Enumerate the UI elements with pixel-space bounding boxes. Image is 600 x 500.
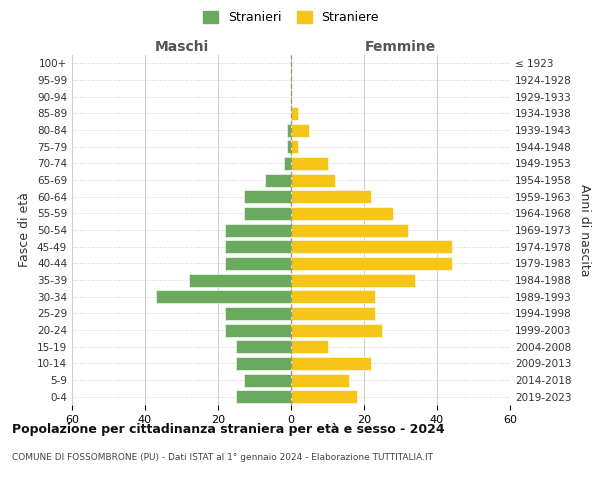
Bar bbox=[291, 174, 335, 186]
Bar bbox=[226, 324, 291, 336]
Bar bbox=[291, 224, 408, 236]
Bar bbox=[226, 240, 291, 253]
Bar bbox=[291, 107, 298, 120]
Bar bbox=[236, 357, 291, 370]
Bar bbox=[291, 340, 328, 353]
Bar bbox=[291, 190, 371, 203]
Bar bbox=[291, 307, 375, 320]
Bar bbox=[236, 340, 291, 353]
Bar bbox=[244, 207, 291, 220]
Bar bbox=[284, 157, 291, 170]
Legend: Stranieri, Straniere: Stranieri, Straniere bbox=[198, 6, 384, 29]
Bar bbox=[291, 357, 371, 370]
Bar bbox=[291, 257, 452, 270]
Bar bbox=[291, 240, 452, 253]
Bar bbox=[291, 290, 375, 303]
Bar bbox=[291, 390, 356, 403]
Bar bbox=[265, 174, 291, 186]
Bar bbox=[287, 140, 291, 153]
Text: Popolazione per cittadinanza straniera per età e sesso - 2024: Popolazione per cittadinanza straniera p… bbox=[12, 422, 445, 436]
Bar bbox=[291, 274, 415, 286]
Bar bbox=[291, 140, 298, 153]
Bar bbox=[291, 157, 328, 170]
Bar bbox=[226, 307, 291, 320]
Bar bbox=[287, 124, 291, 136]
Bar bbox=[291, 207, 393, 220]
Bar bbox=[291, 374, 349, 386]
Bar bbox=[236, 390, 291, 403]
Bar bbox=[291, 324, 382, 336]
Text: Maschi: Maschi bbox=[154, 40, 209, 54]
Y-axis label: Fasce di età: Fasce di età bbox=[19, 192, 31, 268]
Y-axis label: Anni di nascita: Anni di nascita bbox=[578, 184, 591, 276]
Bar bbox=[156, 290, 291, 303]
Text: Femmine: Femmine bbox=[365, 40, 436, 54]
Text: COMUNE DI FOSSOMBRONE (PU) - Dati ISTAT al 1° gennaio 2024 - Elaborazione TUTTIT: COMUNE DI FOSSOMBRONE (PU) - Dati ISTAT … bbox=[12, 452, 433, 462]
Bar bbox=[244, 190, 291, 203]
Bar bbox=[244, 374, 291, 386]
Bar bbox=[291, 124, 309, 136]
Bar bbox=[226, 224, 291, 236]
Bar bbox=[226, 257, 291, 270]
Bar bbox=[189, 274, 291, 286]
